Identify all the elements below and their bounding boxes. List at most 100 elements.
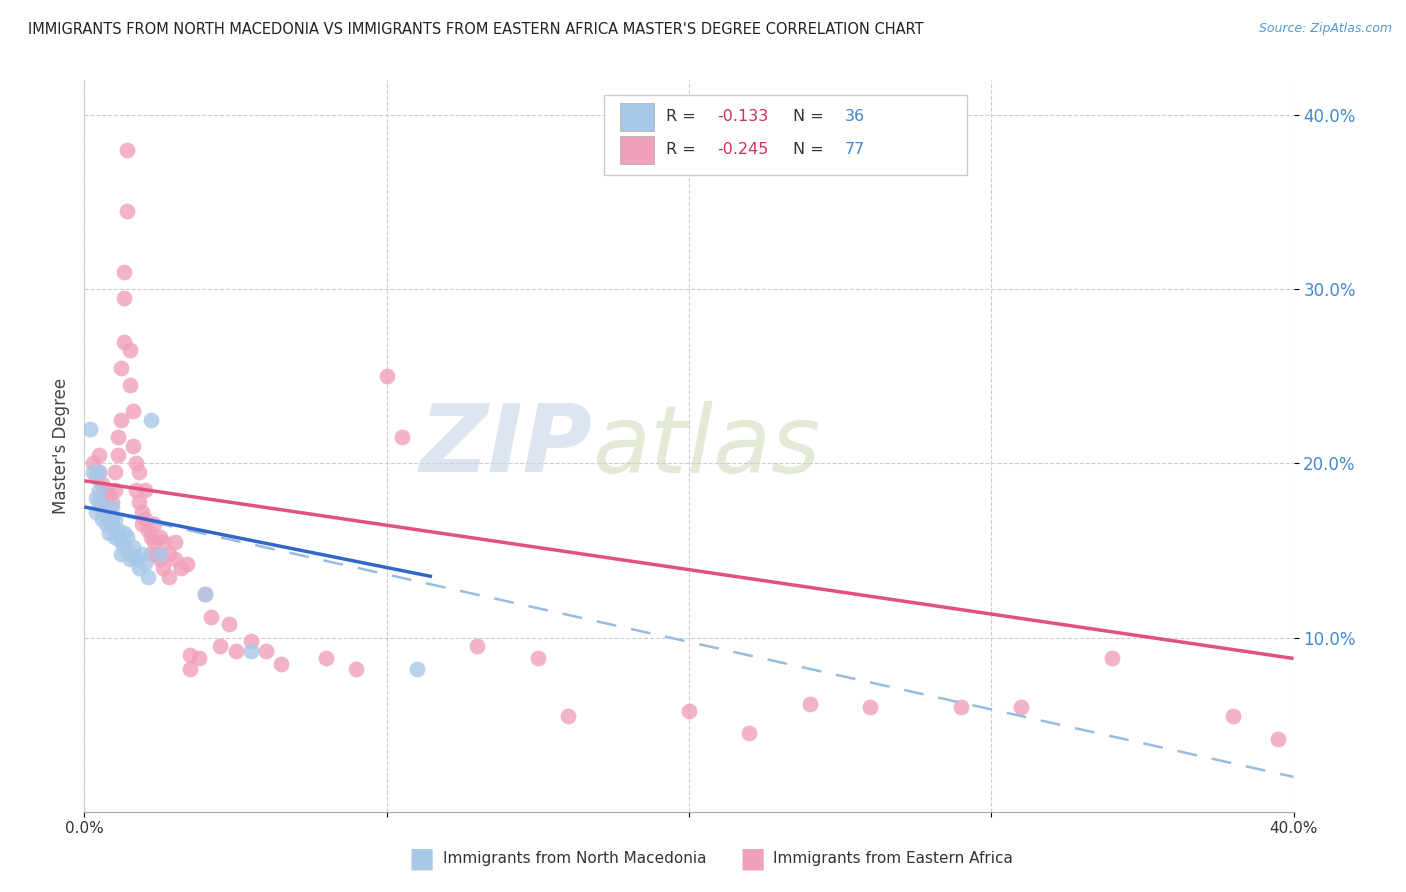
- Point: [89, 494, 111, 508]
- Point: [112, 526, 135, 541]
- Text: N =: N =: [793, 110, 828, 124]
- Point: [170, 561, 193, 575]
- Text: Immigrants from North Macedonia: Immigrants from North Macedonia: [443, 851, 706, 865]
- Point: [110, 360, 132, 375]
- Text: R =: R =: [666, 110, 700, 124]
- Text: N =: N =: [793, 142, 828, 157]
- Point: [139, 530, 162, 544]
- Text: -0.245: -0.245: [717, 142, 768, 157]
- Bar: [620, 103, 654, 131]
- Point: [94, 483, 117, 497]
- Point: [139, 413, 162, 427]
- Point: [128, 494, 150, 508]
- Point: [112, 540, 135, 554]
- Point: [375, 369, 398, 384]
- Point: [157, 547, 180, 561]
- Point: [152, 561, 174, 575]
- Point: [110, 534, 132, 549]
- Point: [149, 552, 172, 566]
- Bar: [620, 136, 654, 163]
- Point: [128, 465, 150, 479]
- Point: [176, 558, 198, 572]
- Point: [89, 483, 111, 497]
- Point: [112, 291, 135, 305]
- Point: [406, 662, 429, 676]
- Point: [179, 648, 201, 662]
- Point: [97, 505, 120, 519]
- Point: [89, 448, 111, 462]
- Point: [104, 483, 127, 497]
- Text: Source: ZipAtlas.com: Source: ZipAtlas.com: [1258, 22, 1392, 36]
- Point: [194, 587, 217, 601]
- Point: [149, 530, 172, 544]
- Point: [104, 465, 127, 479]
- Point: [346, 662, 368, 676]
- Point: [91, 477, 114, 491]
- Point: [86, 505, 108, 519]
- Point: [97, 508, 120, 523]
- Point: [179, 662, 201, 676]
- Point: [118, 552, 141, 566]
- Point: [82, 457, 104, 471]
- Point: [146, 547, 169, 561]
- Point: [107, 523, 129, 537]
- Point: [115, 203, 138, 218]
- Point: [131, 547, 153, 561]
- Point: [104, 530, 127, 544]
- Point: [91, 494, 114, 508]
- Point: [100, 517, 122, 532]
- Point: [239, 634, 262, 648]
- Point: [128, 561, 150, 575]
- Point: [94, 500, 117, 514]
- Point: [859, 700, 882, 714]
- Point: [134, 556, 156, 570]
- Point: [97, 488, 120, 502]
- Point: [209, 640, 232, 654]
- Text: Immigrants from Eastern Africa: Immigrants from Eastern Africa: [773, 851, 1014, 865]
- Point: [134, 483, 156, 497]
- Text: -0.133: -0.133: [717, 110, 768, 124]
- Point: [200, 609, 222, 624]
- FancyBboxPatch shape: [605, 95, 967, 176]
- Point: [94, 517, 117, 532]
- Point: [165, 552, 187, 566]
- Point: [152, 534, 174, 549]
- Point: [121, 439, 143, 453]
- Point: [738, 726, 761, 740]
- Point: [112, 265, 135, 279]
- Point: [112, 334, 135, 349]
- Point: [118, 378, 141, 392]
- Point: [527, 651, 550, 665]
- Point: [950, 700, 973, 714]
- Point: [142, 517, 165, 532]
- Point: [100, 494, 122, 508]
- Point: [118, 343, 141, 358]
- Point: [557, 709, 579, 723]
- Point: [1011, 700, 1033, 714]
- Text: 77: 77: [845, 142, 865, 157]
- Text: IMMIGRANTS FROM NORTH MACEDONIA VS IMMIGRANTS FROM EASTERN AFRICA MASTER'S DEGRE: IMMIGRANTS FROM NORTH MACEDONIA VS IMMIG…: [28, 22, 924, 37]
- Point: [1267, 731, 1289, 746]
- Point: [134, 512, 156, 526]
- Point: [165, 534, 187, 549]
- Point: [91, 512, 114, 526]
- Point: [142, 534, 165, 549]
- Point: [218, 616, 240, 631]
- Point: [239, 644, 262, 658]
- Point: [86, 470, 108, 484]
- Point: [225, 644, 247, 658]
- Point: [678, 704, 700, 718]
- Point: [467, 640, 489, 654]
- Point: [110, 547, 132, 561]
- Point: [254, 644, 277, 658]
- Y-axis label: Master's Degree: Master's Degree: [52, 378, 70, 514]
- Point: [391, 430, 413, 444]
- Point: [121, 404, 143, 418]
- Point: [79, 421, 101, 435]
- Point: [97, 526, 120, 541]
- Text: ■: ■: [740, 844, 765, 872]
- Point: [86, 491, 108, 506]
- Text: ■: ■: [409, 844, 434, 872]
- Point: [100, 500, 122, 514]
- Point: [107, 448, 129, 462]
